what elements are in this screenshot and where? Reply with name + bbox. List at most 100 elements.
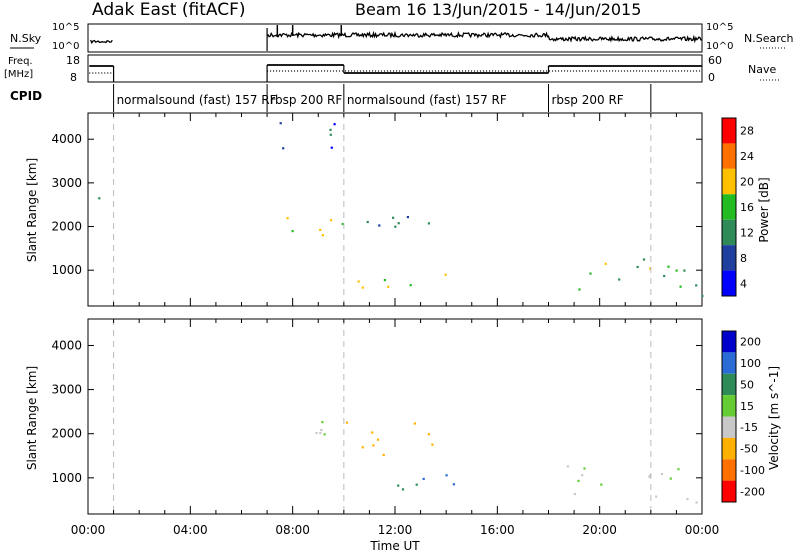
data-cell (321, 234, 324, 237)
colorbar-tick-label: 4 (740, 277, 747, 290)
colorbar-swatch (722, 480, 736, 502)
data-cell (333, 123, 336, 126)
power-ylabel: Slant Range [km] (25, 158, 39, 262)
data-cell (686, 498, 689, 501)
x-axis-label: Time UT (369, 539, 420, 553)
data-cell (286, 217, 289, 220)
colorbar-swatch (722, 331, 736, 353)
data-cell (452, 483, 455, 486)
nave-tick-bottom: 0 (708, 71, 715, 84)
data-cell (604, 262, 607, 265)
colorbar-tick-label: 28 (740, 125, 754, 138)
cpid-segment-label: normalsound (fast) 157 RF (347, 93, 507, 107)
nsky-trace (90, 25, 702, 51)
y-tick-label: 3000 (51, 383, 82, 397)
data-cell (345, 421, 349, 424)
data-cell (392, 216, 395, 219)
data-cell (330, 219, 333, 222)
data-cell (655, 495, 658, 498)
data-cell (677, 468, 680, 471)
nave-label: Nave (748, 63, 776, 76)
data-cell (394, 225, 397, 228)
nsearch-label: N.Search (744, 32, 794, 45)
freq-tick-top: 18 (66, 54, 80, 67)
data-cell (701, 294, 704, 298)
data-cell (397, 222, 400, 225)
data-cell (573, 492, 576, 496)
colorbar-tick-label: 100 (740, 357, 761, 370)
data-cell (663, 274, 666, 278)
data-cell (323, 433, 326, 436)
data-cell (695, 284, 698, 287)
data-cell (329, 133, 332, 136)
freq-trace (89, 64, 702, 82)
colorbar-swatch (722, 118, 736, 144)
y-tick-label: 4000 (51, 132, 82, 146)
data-cell (357, 280, 360, 283)
colorbar-tick-label: 15 (740, 400, 754, 413)
velocity-marks (113, 319, 698, 514)
colorbar-tick-label: 8 (740, 252, 747, 265)
data-cell (372, 444, 375, 447)
data-cell (401, 488, 405, 491)
freq-label-line2: [MHz] (4, 69, 33, 80)
data-cell (315, 431, 318, 435)
velocity-panel-frame (87, 318, 703, 515)
freq-strip-frame (87, 54, 703, 83)
nsearch-tick-bottom: 10^0 (706, 41, 733, 52)
data-cell (642, 258, 646, 261)
power-marks (98, 113, 704, 306)
colorbar-tick-label: 12 (740, 226, 754, 239)
colorbar-tick-label: 50 (740, 378, 754, 391)
data-cell (600, 483, 603, 486)
data-cell (675, 269, 678, 272)
colorbar-tick-label: 20 (740, 176, 754, 189)
freq-tick-bottom: 8 (70, 71, 77, 84)
colorbar-tick-label: 16 (740, 201, 754, 214)
colorbar-swatch (722, 245, 736, 271)
data-cell (648, 475, 651, 478)
colorbar-swatch (722, 373, 736, 396)
colorbar-tick-label: -200 (740, 485, 765, 498)
colorbar-swatch (722, 395, 736, 417)
data-cell (636, 265, 639, 269)
station-title: Adak East (fitACF) (92, 0, 246, 20)
colorbar-tick-label: -50 (740, 443, 758, 456)
cpid-segment-label: rbsp 200 RF (270, 93, 342, 107)
nsky-tick-bottom: 10^0 (52, 41, 79, 52)
x-tick-label: 00:00 (685, 523, 720, 537)
data-cell (330, 146, 333, 149)
cpid-segment-label: normalsound (fast) 157 RF (117, 93, 277, 107)
nsky-label: N.Sky (10, 32, 42, 45)
data-cell (387, 285, 390, 288)
y-tick-label: 1000 (51, 471, 82, 485)
nsearch-tick-top: 10^5 (706, 22, 733, 33)
nsky-tick-top: 10^5 (52, 22, 79, 33)
velocity-ylabel: Slant Range [km] (25, 366, 39, 470)
data-cell (361, 446, 364, 449)
nsky-series-early (90, 39, 113, 45)
cpid-segment-label: rbsp 200 RF (552, 93, 624, 107)
data-cell (431, 443, 434, 446)
data-cell (406, 216, 409, 219)
data-cell (319, 228, 322, 231)
colorbar-swatch (722, 416, 736, 438)
data-cell (382, 453, 385, 457)
data-cell (376, 438, 380, 441)
data-cell (282, 147, 285, 150)
y-tick-label: 1000 (51, 263, 82, 277)
colorbar-tick-label: 200 (740, 336, 761, 349)
data-cell (695, 501, 698, 504)
velocity-colorbar-label: Velocity [m s^-1] (767, 366, 781, 470)
data-cell (320, 428, 323, 432)
data-cell (445, 474, 448, 477)
data-cell (618, 278, 621, 281)
x-tick-label: 00:00 (71, 523, 106, 537)
colorbar-swatch (722, 168, 736, 195)
x-tick-label: 08:00 (275, 523, 310, 537)
data-cell (378, 224, 381, 227)
power-panel-frame (87, 112, 703, 307)
beam-date-title: Beam 16 13/Jun/2015 - 14/Jun/2015 (355, 0, 641, 19)
data-cell (422, 477, 425, 480)
